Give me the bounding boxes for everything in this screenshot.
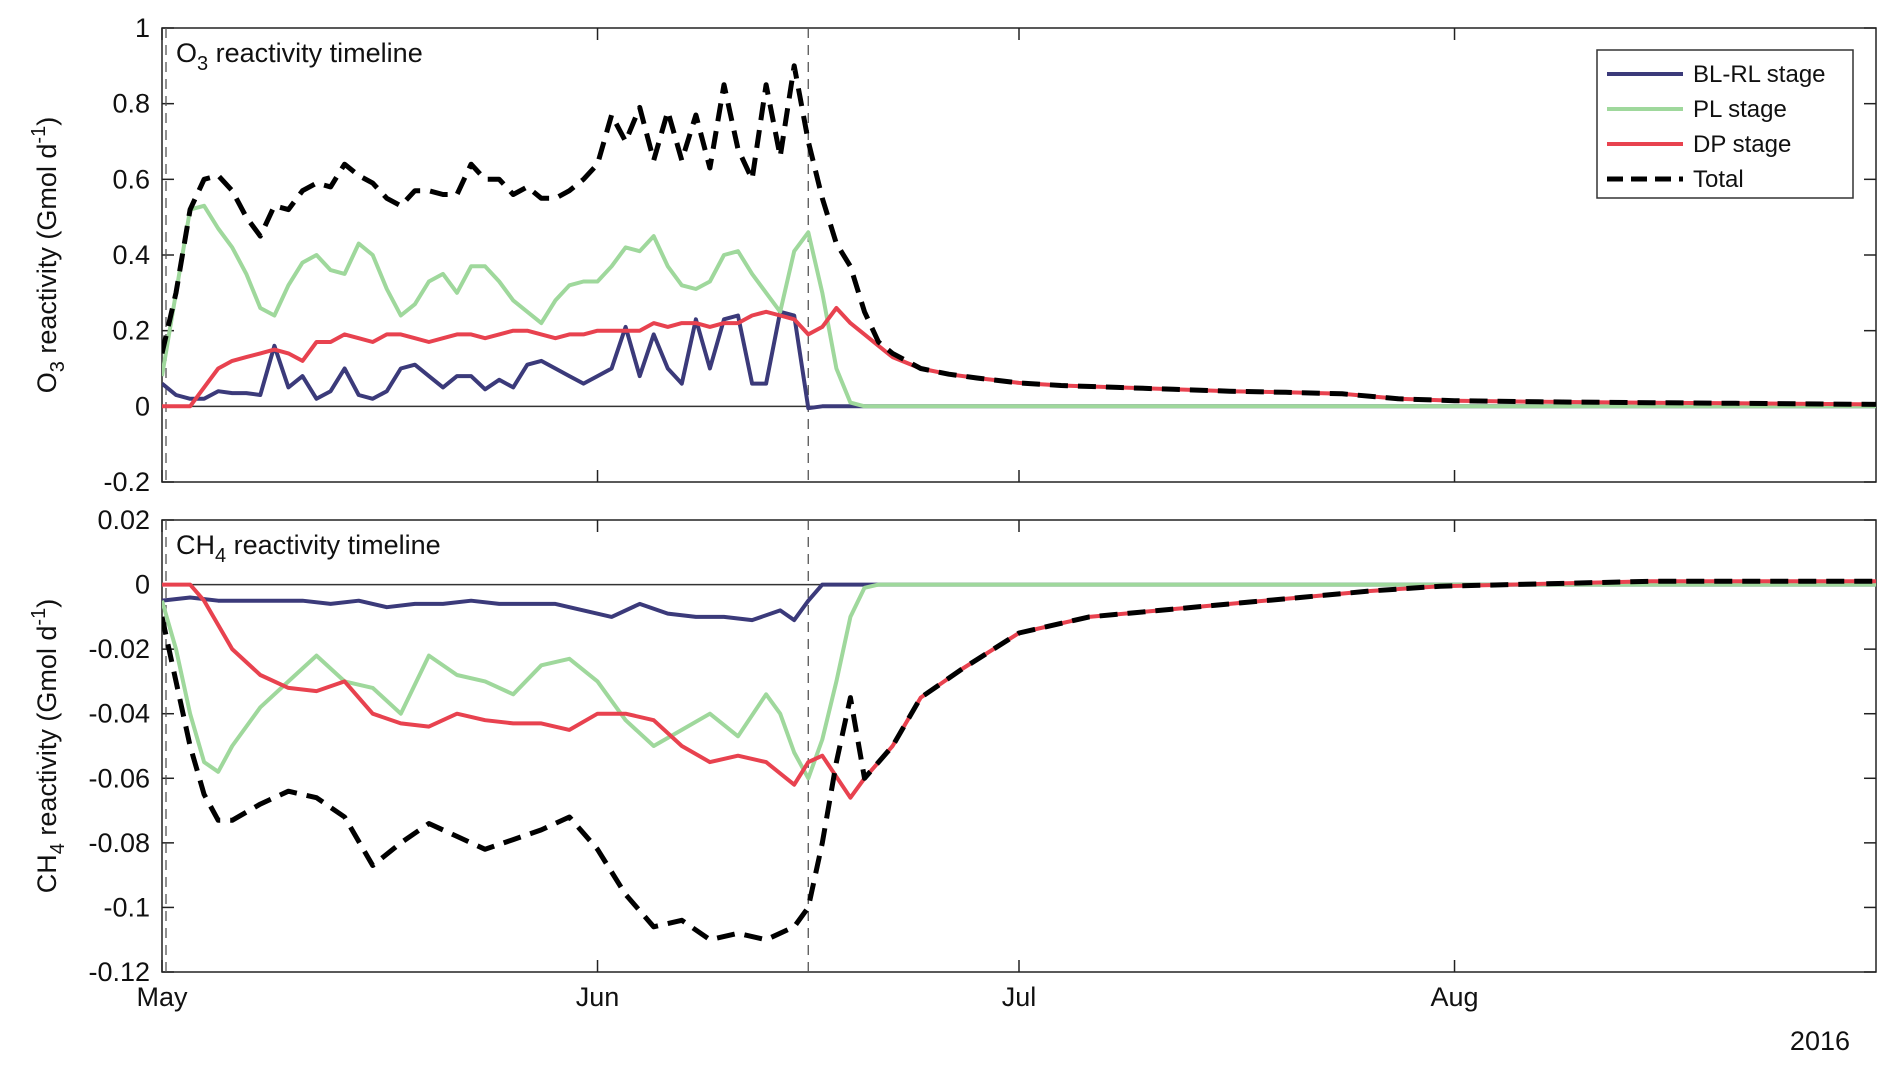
panel-2: -0.12 -0.1 -0.08 -0.06 -0.04 -0.02 0 0.02 May Jun… — [28, 505, 1877, 1056]
y-axis-title: CH4 reactivity (Gmol d-1) — [28, 599, 69, 893]
legend-label-dp-stage: DP stage — [1693, 131, 1791, 158]
y-tick-label: -0.12 — [88, 957, 150, 987]
y-tick-label: -0.08 — [88, 828, 150, 858]
y-tick-label: 0.02 — [97, 505, 150, 535]
y-tick-label: 0.2 — [112, 316, 150, 346]
y-tick-label: -0.02 — [88, 634, 150, 664]
series-line-dp-stage — [162, 579, 1876, 800]
legend: BL-RL stage PL stage DP stage Total — [1596, 49, 1854, 199]
plot-frame — [161, 519, 1877, 973]
y-tick-label: -0.2 — [103, 467, 150, 497]
series-group — [162, 63, 1876, 411]
legend-label-pl-stage: PL stage — [1693, 96, 1787, 123]
x-year-label: 2016 — [1790, 1026, 1850, 1056]
series-line-bl-rl-stage — [162, 309, 1876, 411]
y-tick-label: 0.8 — [112, 89, 150, 119]
panel-title: CH4 reactivity timeline — [176, 530, 441, 567]
x-tick-label: Jul — [1002, 982, 1037, 1012]
legend-label-total: Total — [1693, 166, 1744, 193]
x-tick-label: May — [136, 982, 188, 1012]
x-tick-label: Aug — [1431, 982, 1479, 1012]
y-tick-label: 1 — [135, 13, 150, 43]
y-tick-label: -0.04 — [88, 699, 150, 729]
y-tick-label: -0.06 — [88, 763, 150, 793]
series-line-total — [162, 578, 1876, 943]
panel-title: O3 reactivity timeline — [176, 38, 423, 75]
series-line-dp-stage — [162, 306, 1876, 409]
panel-1: -0.2 0 0.2 0.4 0.6 0.8 1 O3 reactivity timeline… — [28, 13, 1877, 497]
series-group — [162, 578, 1876, 943]
x-tick-label: Jun — [576, 982, 620, 1012]
series-line-pl-stage — [162, 203, 1876, 409]
series-line-bl-rl-stage — [162, 582, 1876, 623]
y-tick-label: 0.6 — [112, 164, 150, 194]
series-line-total — [162, 63, 1876, 407]
y-tick-label: 0 — [135, 570, 150, 600]
legend-label-bl-rl-stage: BL-RL stage — [1693, 61, 1826, 88]
y-tick-label: 0 — [135, 391, 150, 421]
y-tick-label: 0.4 — [112, 240, 150, 270]
y-axis-title: O3 reactivity (Gmol d-1) — [28, 117, 69, 393]
y-tick-label: -0.1 — [103, 892, 150, 922]
